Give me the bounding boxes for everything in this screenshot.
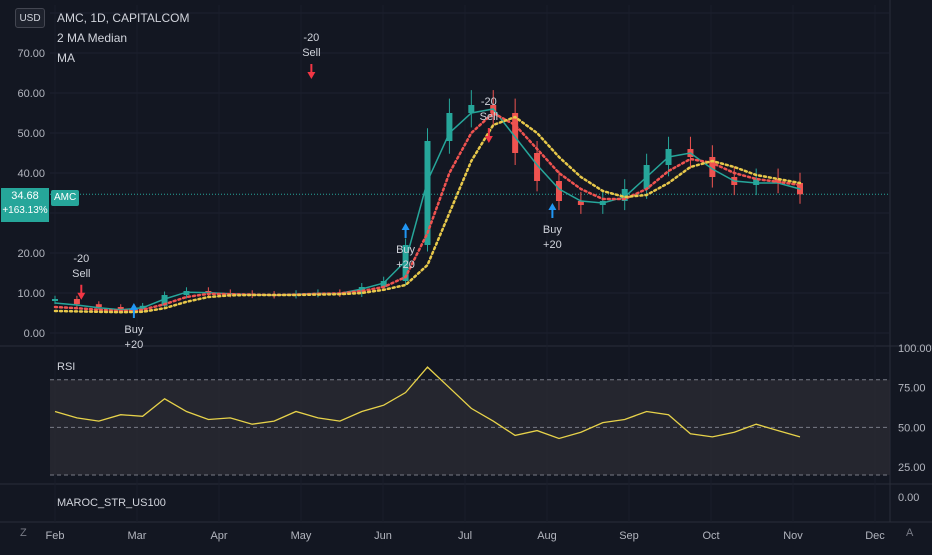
ma-series-line [53,111,802,313]
x-tick-label: Jul [458,530,472,542]
currency-button[interactable]: USD [15,8,45,28]
candle-body [424,141,431,245]
y-tick-label: 60.00 [17,88,45,100]
rsi-y-tick-label: 75.00 [898,383,926,395]
indicator-label-2ma[interactable]: 2 MA Median [57,31,128,45]
rsi-y-tick-label: 25.00 [898,462,926,474]
y-tick-label: 20.00 [17,248,45,260]
rsi-y-tick-label: 100.00 [898,343,932,355]
x-tick-label: Oct [702,530,719,542]
x-tick-label: Aug [537,530,557,542]
candle-body [73,299,80,305]
x-tick-label: Dec [865,530,885,542]
candle-body [117,307,124,309]
signal-label: Buy [396,244,415,256]
sell-arrow-icon [307,64,316,79]
signal-label: Sell [480,111,498,123]
strategy-axis-value: 0.00 [898,492,920,504]
strategy-label[interactable]: MAROC_STR_US100 [57,497,166,509]
sell-arrow-icon [77,284,86,300]
signal-qty: +20 [125,339,144,351]
buy-arrow-icon [401,223,410,238]
symbol-marker: AMC [51,190,80,206]
candle-body [402,245,409,281]
sell-arrow-icon [484,128,493,143]
price-badge-value: 34.68 [11,190,39,202]
y-tick-label: 40.00 [17,168,45,180]
timezone-button[interactable]: Z [20,527,27,539]
candle-body [52,299,58,301]
candle-body [577,201,584,205]
candle-body [183,291,190,295]
x-tick-label: Apr [210,530,227,542]
signal-qty: +20 [396,259,415,271]
x-tick-label: Jun [374,530,392,542]
y-tick-label: 0.00 [24,328,45,340]
y-tick-label: 50.00 [17,128,45,140]
candle-body [621,189,628,201]
symbol-title: AMC, 1D, CAPITALCOM [57,11,190,25]
signal-qty: -20 [73,253,89,265]
candle-body [753,179,760,185]
signal-qty: -20 [481,96,497,108]
indicator-label-ma[interactable]: MA [57,51,75,65]
y-tick-label: 10.00 [17,288,45,300]
candle-body [468,105,475,113]
candle-body [709,157,716,177]
auto-scale-button[interactable]: A [906,527,914,539]
buy-arrow-icon [548,203,557,218]
candle-body [446,113,453,141]
signal-qty: +20 [543,239,562,251]
rsi-line [54,366,801,440]
x-tick-label: Nov [783,530,803,542]
signal-label: Sell [72,268,90,280]
x-tick-label: May [291,530,312,542]
ma-series-line [53,115,802,314]
rsi-y-tick-label: 50.00 [898,422,926,434]
signal-qty: -20 [303,32,319,44]
x-tick-label: Sep [619,530,639,542]
y-tick-label: 70.00 [17,48,45,60]
signal-label: Sell [302,47,320,59]
buy-arrow-icon [129,303,138,318]
candle-body [555,181,562,201]
rsi-label[interactable]: RSI [57,361,76,373]
x-tick-label: Feb [46,530,65,542]
candle-body [534,153,541,181]
price-badge: 34.68 +163.13% [1,188,49,222]
candle-body [161,295,168,306]
signal-label: Buy [124,324,143,336]
candle-body [380,281,387,287]
x-tick-label: Mar [128,530,147,542]
candle-body [95,304,102,307]
ma-series-line [54,108,801,311]
signal-label: Buy [543,224,562,236]
candle-body [512,113,519,153]
price-badge-change: +163.13% [2,205,48,216]
